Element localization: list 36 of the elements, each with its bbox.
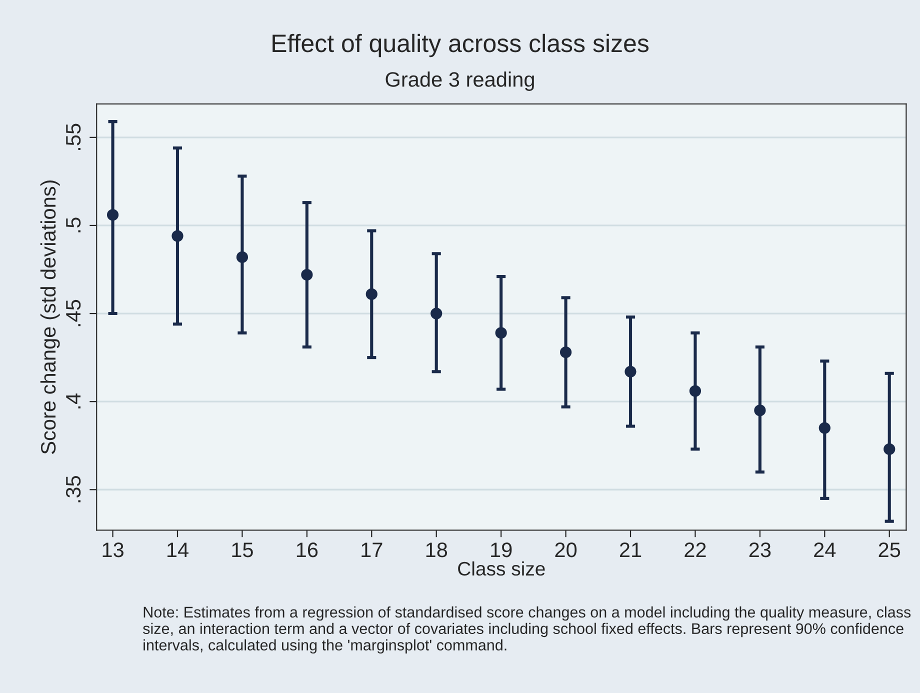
- point: [689, 385, 702, 397]
- point: [106, 209, 119, 221]
- x-tick-label: 14: [168, 542, 188, 558]
- point: [495, 327, 507, 339]
- point: [560, 346, 572, 358]
- x-tick-label: 19: [491, 542, 512, 558]
- x-tick-label: 13: [102, 542, 124, 558]
- point: [236, 251, 248, 263]
- y-axis-title: Score change (std deviations): [40, 180, 60, 454]
- y-tick-label: .45: [66, 300, 81, 326]
- x-tick-label: 22: [684, 542, 706, 558]
- x-tick-label: 15: [232, 542, 253, 558]
- x-axis-title: Class size: [458, 561, 545, 576]
- point: [818, 422, 830, 434]
- x-tick-label: 25: [878, 542, 900, 558]
- x-tick-label: 23: [749, 542, 771, 558]
- x-tick-label: 24: [814, 542, 836, 558]
- text: Note: Estimates from a regression of standardised score changes on a model including the quality measure, class size, an interaction term and a vector of covariates including school fixed effects. Bars represent 90% confidence intervals, calculated using the 'marginsplot' command.: [143, 606, 911, 654]
- x-tick-label: 16: [296, 542, 318, 558]
- y-tick-label: .4: [66, 394, 80, 408]
- x-tick-label: 17: [362, 542, 382, 558]
- point: [624, 366, 636, 378]
- y-tick-label: .5: [66, 218, 81, 232]
- y-tick-label: .55: [66, 124, 81, 150]
- x-tick-label: 20: [555, 542, 577, 558]
- point: [366, 288, 378, 300]
- chart-title: Effect of quality across class sizes: [272, 34, 649, 58]
- y-tick-label: .35: [66, 476, 81, 502]
- point: [301, 268, 313, 281]
- point: [172, 230, 184, 242]
- chart-subtitle: Grade 3 reading: [386, 72, 534, 91]
- x-tick-label: 21: [620, 542, 642, 558]
- point: [754, 404, 766, 416]
- point: [430, 308, 442, 320]
- x-tick-label: 18: [426, 542, 448, 558]
- point: [884, 443, 896, 455]
